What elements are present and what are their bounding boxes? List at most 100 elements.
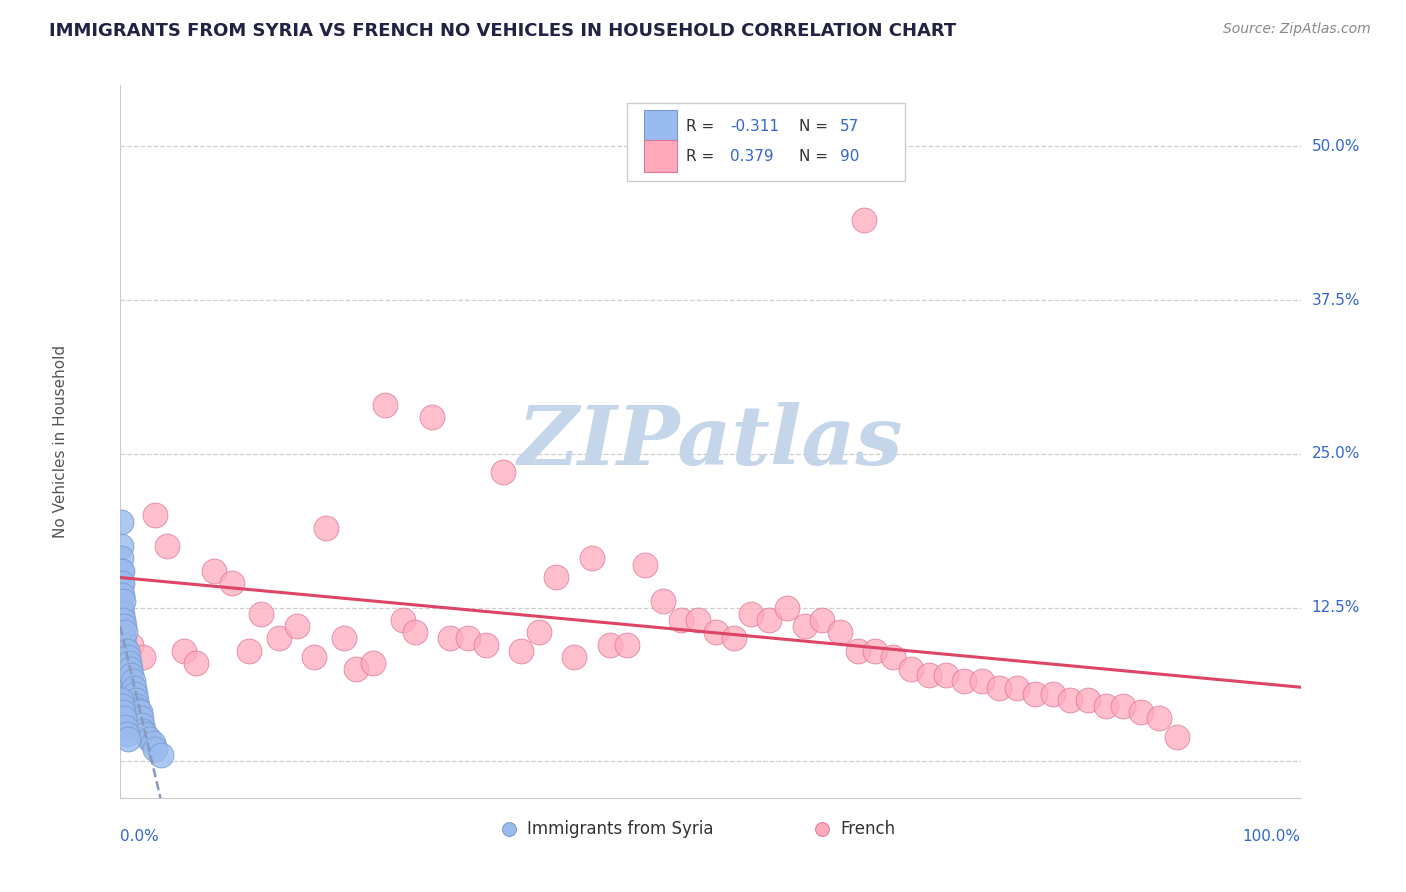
Point: [110, 693, 132, 707]
Point: [1147, 711, 1170, 725]
Point: [127, 703, 149, 717]
Point: [110, 576, 132, 591]
Point: [120, 687, 142, 701]
Point: [935, 668, 957, 682]
Point: [112, 638, 135, 652]
Point: [131, 717, 153, 731]
Text: N =: N =: [799, 149, 832, 163]
Text: Immigrants from Syria: Immigrants from Syria: [527, 820, 713, 838]
Point: [111, 588, 134, 602]
Point: [546, 570, 568, 584]
Text: 0.379: 0.379: [730, 149, 773, 163]
Point: [110, 600, 132, 615]
Point: [758, 613, 780, 627]
Text: 0.0%: 0.0%: [120, 829, 159, 844]
Point: [599, 638, 621, 652]
Point: [120, 693, 142, 707]
Point: [132, 723, 155, 738]
Point: [970, 674, 993, 689]
Point: [285, 619, 308, 633]
Point: [125, 693, 148, 707]
Point: [1094, 699, 1116, 714]
Point: [112, 662, 135, 676]
Point: [110, 588, 132, 602]
Point: [634, 558, 657, 572]
Text: 50.0%: 50.0%: [1312, 139, 1360, 153]
Point: [115, 668, 138, 682]
Point: [900, 662, 922, 676]
Text: No Vehicles in Household: No Vehicles in Household: [53, 345, 67, 538]
Point: [988, 681, 1011, 695]
Point: [1130, 705, 1153, 719]
Point: [129, 711, 152, 725]
Point: [111, 607, 134, 621]
Point: [132, 649, 155, 664]
Point: [134, 727, 156, 741]
Point: [250, 607, 273, 621]
Point: [127, 699, 149, 714]
Point: [122, 681, 145, 695]
Point: [114, 674, 136, 689]
Point: [110, 564, 132, 578]
Point: [492, 465, 515, 479]
Point: [304, 649, 326, 664]
Text: N =: N =: [799, 119, 832, 134]
Point: [404, 625, 426, 640]
Point: [143, 508, 166, 523]
Point: [118, 681, 141, 695]
Point: [392, 613, 415, 627]
Point: [112, 711, 135, 725]
Point: [138, 732, 160, 747]
Point: [439, 632, 461, 646]
Point: [333, 632, 356, 646]
Point: [149, 748, 172, 763]
Point: [363, 656, 385, 670]
Point: [112, 632, 135, 646]
Point: [917, 668, 939, 682]
Point: [142, 736, 165, 750]
Point: [156, 539, 179, 553]
Text: IMMIGRANTS FROM SYRIA VS FRENCH NO VEHICLES IN HOUSEHOLD CORRELATION CHART: IMMIGRANTS FROM SYRIA VS FRENCH NO VEHIC…: [49, 22, 956, 40]
Point: [882, 649, 904, 664]
Point: [1042, 687, 1064, 701]
Point: [1024, 687, 1046, 701]
Point: [704, 625, 727, 640]
Text: 12.5%: 12.5%: [1312, 600, 1360, 615]
Text: Source: ZipAtlas.com: Source: ZipAtlas.com: [1223, 22, 1371, 37]
Point: [117, 649, 139, 664]
Point: [143, 742, 166, 756]
Point: [723, 632, 745, 646]
Point: [846, 643, 869, 657]
Text: 25.0%: 25.0%: [1312, 446, 1360, 461]
Text: 57: 57: [839, 119, 859, 134]
Point: [953, 674, 976, 689]
Point: [112, 619, 135, 633]
Point: [1005, 681, 1028, 695]
Point: [865, 643, 887, 657]
Point: [128, 705, 150, 719]
Point: [221, 576, 243, 591]
Text: 90: 90: [839, 149, 859, 163]
Point: [120, 668, 142, 682]
Point: [776, 600, 799, 615]
Point: [121, 674, 143, 689]
Point: [173, 643, 195, 657]
Point: [474, 638, 496, 652]
FancyBboxPatch shape: [627, 103, 905, 181]
FancyBboxPatch shape: [644, 111, 676, 142]
Point: [117, 674, 139, 689]
Point: [110, 539, 132, 553]
Point: [112, 594, 135, 608]
Point: [186, 656, 208, 670]
Point: [688, 613, 710, 627]
Point: [111, 625, 134, 640]
Point: [114, 720, 136, 734]
Point: [315, 521, 337, 535]
Point: [114, 625, 136, 640]
Point: [527, 625, 550, 640]
Text: 100.0%: 100.0%: [1243, 829, 1301, 844]
Text: -0.311: -0.311: [730, 119, 779, 134]
Point: [1166, 730, 1188, 744]
Point: [115, 727, 138, 741]
Text: R =: R =: [686, 149, 720, 163]
